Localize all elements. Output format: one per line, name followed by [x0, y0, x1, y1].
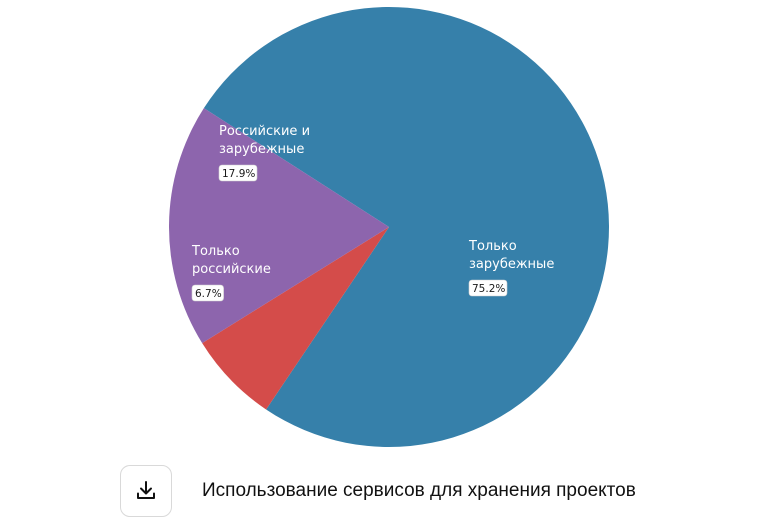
value-label-box-1 [468, 279, 508, 297]
pie-slice-1 [203, 7, 610, 448]
value-label-box-2 [191, 284, 224, 302]
value-label-2: 6.7% [195, 288, 222, 300]
slice-label-1-line-1: Только [468, 239, 517, 254]
chart-footer: Использование сервисов для хранения прое… [120, 465, 636, 517]
slice-label-3-line-1: Российские и [219, 124, 310, 139]
value-label-1: 75.2% [472, 283, 505, 295]
slice-label-1-line-2: зарубежные [469, 257, 554, 272]
download-icon [137, 481, 155, 499]
slice-label-group-1: Только зарубежные 75.2% [468, 239, 554, 297]
pie-slice-2 [202, 227, 389, 410]
download-button[interactable] [120, 465, 172, 517]
slice-label-3-line-2: зарубежные [219, 142, 304, 157]
pie-chart: Только зарубежные 75.2% Только российские 6.7… [169, 7, 610, 448]
slice-label-2-line-2: российские [192, 262, 271, 277]
value-label-3: 17.9% [222, 168, 255, 180]
slice-label-2-line-1: Только [191, 244, 240, 259]
slice-label-group-3: Российские и зарубежные 17.9% [218, 124, 310, 182]
slice-label-group-2: Только российские 6.7% [191, 244, 271, 302]
chart-caption: Использование сервисов для хранения прое… [202, 480, 636, 501]
value-label-box-3 [218, 164, 258, 182]
